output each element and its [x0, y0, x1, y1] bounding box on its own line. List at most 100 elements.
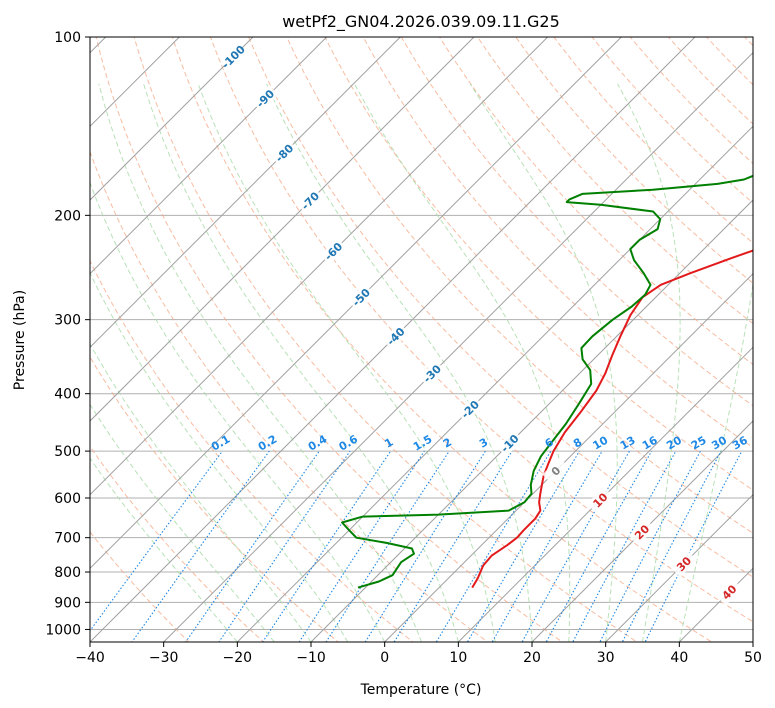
- dry-adiabat: [476, 37, 753, 325]
- y-axis-label: Pressure (hPa): [12, 290, 28, 390]
- isotherm-line: [90, 37, 549, 496]
- isotherm-line: [310, 199, 753, 642]
- mixing-ratio-label: 25: [689, 434, 709, 453]
- mixing-ratio-line: [599, 450, 701, 642]
- x-axis-label: Temperature (°C): [360, 682, 482, 698]
- isotherm-label-bg: [418, 360, 446, 388]
- isotherm-label-bg: [586, 486, 614, 514]
- isotherm-line: [236, 125, 753, 642]
- isotherm-line: [605, 493, 753, 642]
- x-tick-label: 0: [380, 650, 389, 666]
- x-tick-label: −30: [149, 650, 179, 666]
- mixing-ratio-line: [545, 450, 653, 642]
- moist-adiabat: [617, 83, 681, 642]
- dry-adiabat: [400, 37, 753, 407]
- y-tick-label: 700: [54, 531, 81, 547]
- x-tick-label: 30: [597, 650, 615, 666]
- isotherm-label-bg: [382, 322, 410, 350]
- y-tick-label: 100: [54, 30, 81, 46]
- isotherm-label-bg: [670, 550, 698, 578]
- mixing-ratio-line: [364, 450, 486, 642]
- mixing-ratio-line: [491, 450, 603, 642]
- dry-adiabat: [553, 37, 753, 244]
- isotherm-line: [90, 37, 401, 349]
- moist-adiabat: [143, 83, 459, 642]
- dry-adiabat: [90, 150, 489, 642]
- moist-adiabat: [678, 280, 753, 642]
- isotherm-label-bg: [542, 457, 570, 485]
- y-tick-label: 800: [54, 565, 81, 581]
- isotherm-label-bg: [628, 518, 656, 546]
- dry-adiabat: [438, 37, 753, 366]
- isotherm-label-bg: [296, 187, 324, 215]
- dry-adiabat: [133, 37, 638, 642]
- dry-adiabat: [90, 445, 265, 642]
- x-tick-label: 50: [744, 650, 762, 666]
- isotherm-line: [90, 37, 254, 201]
- moist-adiabat: [354, 83, 571, 642]
- moist-adiabat: [197, 83, 496, 642]
- y-tick-label: 600: [54, 491, 81, 507]
- dry-adiabat: [95, 37, 564, 642]
- isotherm-label-bg: [347, 283, 375, 311]
- isotherm-line: [163, 51, 753, 642]
- mixing-ratio-label: 13: [618, 434, 638, 453]
- x-tick-label: −20: [223, 650, 253, 666]
- dry-adiabat: [90, 259, 414, 642]
- isotherm-label-bg: [496, 429, 524, 457]
- isotherm-label-bg: [456, 395, 484, 423]
- moist-adiabat: [469, 83, 618, 642]
- x-tick-label: 10: [449, 650, 467, 666]
- moist-adiabat: [98, 83, 422, 642]
- y-tick-label: 900: [54, 595, 81, 611]
- mixing-ratio-line: [262, 450, 392, 642]
- isotherm-line: [90, 37, 328, 275]
- x-tick-label: 20: [523, 650, 541, 666]
- plot-frame: [89, 36, 754, 643]
- isotherm-label-bg: [319, 237, 347, 265]
- dry-adiabat: [770, 24, 775, 654]
- dry-adiabat: [362, 37, 753, 449]
- dry-adiabat: [90, 531, 190, 642]
- moist-adiabat: [90, 343, 312, 642]
- mixing-ratio-line: [298, 450, 425, 642]
- isotherm-line: [457, 346, 753, 642]
- dry-adiabat: [90, 356, 339, 642]
- dry-adiabat: [248, 37, 753, 578]
- temperature-line: [471, 249, 753, 589]
- moist-adiabat: [90, 181, 386, 642]
- axes: −40 −30 −20 −10 0 10 20 30 40 50 1000 900 800 700 600 5…: [45, 30, 762, 666]
- mixing-ratio-label: 36: [730, 433, 750, 452]
- mixing-ratio-line: [466, 450, 580, 642]
- moist-adiabat: [90, 457, 238, 642]
- mixing-ratio-line: [393, 450, 513, 642]
- isotherm-line: [678, 567, 753, 642]
- mixing-ratio-line: [325, 450, 450, 642]
- mixing-ratio-label: 0.4: [306, 432, 330, 453]
- mixing-ratio-label: 16: [640, 433, 660, 452]
- chart-title: wetPf2_GN04.2026.039.09.11.G25: [282, 12, 560, 32]
- isotherm-line: [90, 37, 475, 422]
- mixing-ratio-line: [644, 450, 743, 642]
- mixing-ratio-label: 30: [709, 433, 729, 452]
- dry-adiabat: [286, 37, 753, 534]
- y-tick-label: 300: [54, 313, 81, 329]
- y-tick-label: 1000: [45, 622, 81, 638]
- dry-adiabat: [591, 37, 753, 204]
- moist-adiabat: [266, 83, 533, 642]
- isotherm-label-bg: [219, 43, 247, 71]
- y-tick-label: 200: [54, 208, 81, 224]
- dry-adiabat: [515, 37, 753, 284]
- mixing-ratio-line: [621, 450, 722, 642]
- isotherm-label-bg: [715, 578, 743, 606]
- isotherm-line: [90, 37, 622, 570]
- mixing-ratio-label: 1.5: [411, 433, 434, 454]
- x-tick-label: −40: [75, 650, 105, 666]
- isotherm-line: [752, 641, 753, 642]
- mixing-ratio-label: 3: [477, 436, 490, 451]
- mixing-ratio-label: 10: [591, 433, 611, 452]
- mixing-ratio-line: [131, 450, 270, 642]
- background-lines: [90, 24, 775, 654]
- isotherm-label-bg: [251, 85, 279, 112]
